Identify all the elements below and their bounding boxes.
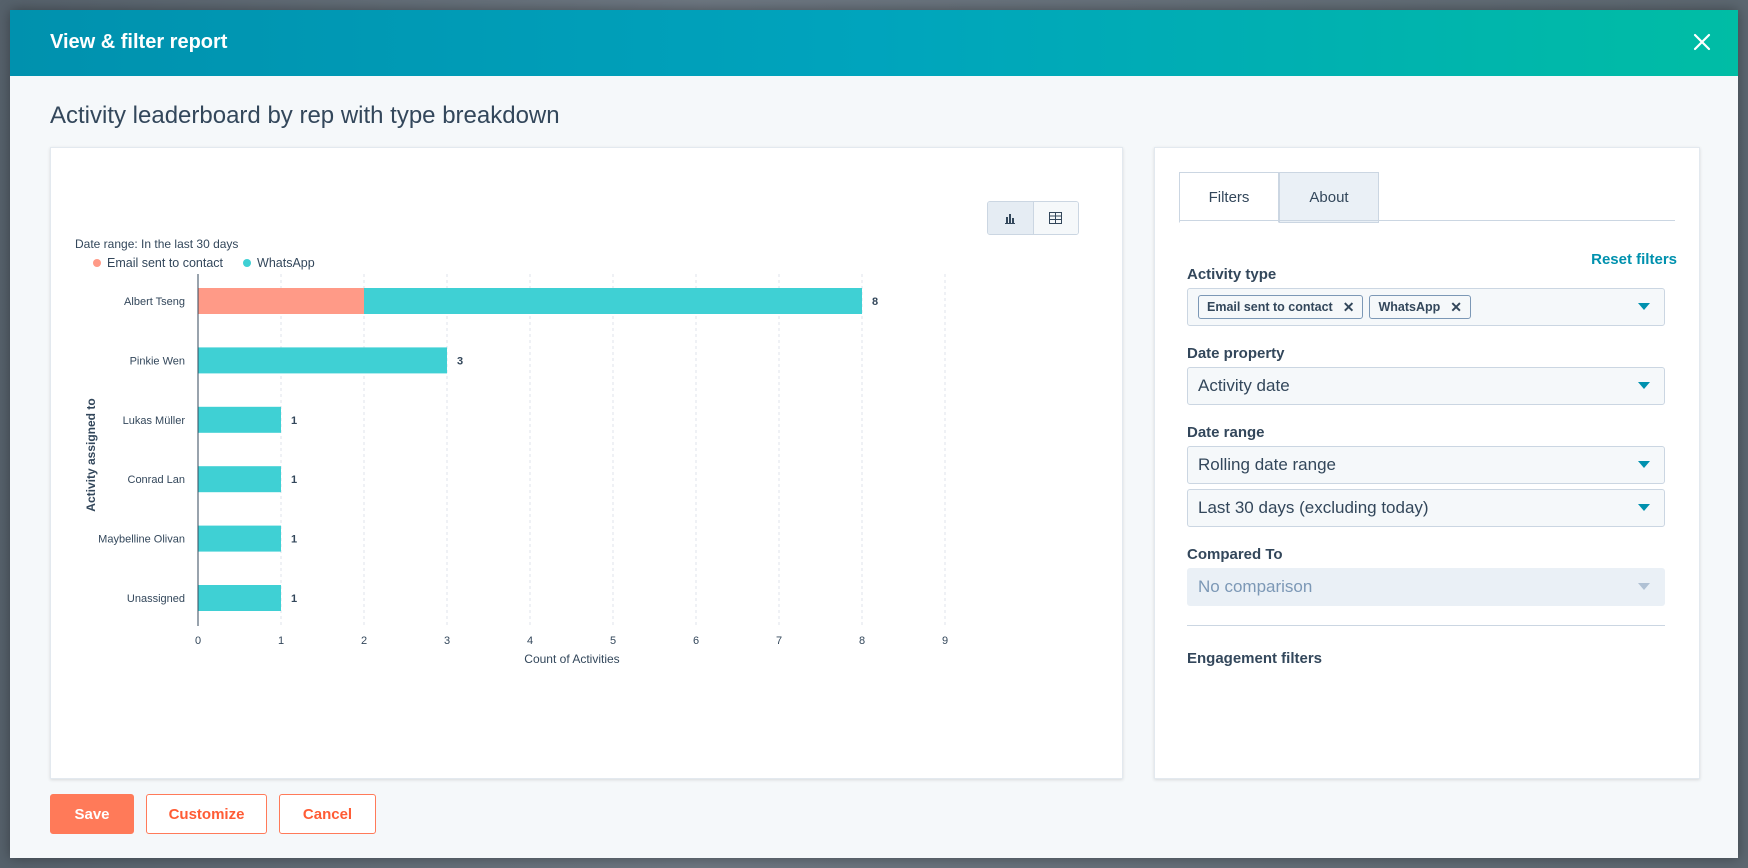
y-category-label: Lukas Müller xyxy=(123,415,186,427)
bar-segment xyxy=(198,406,281,433)
x-tick-label: 4 xyxy=(527,635,533,647)
remove-chip-icon[interactable]: ✕ xyxy=(1342,298,1355,315)
report-title: Activity leaderboard by rep with type br… xyxy=(50,102,560,129)
bar-chart: 0 1 2 3 4 5 6 7 8 9 Albert Tseng 8 Pinkie Wen 3 Lukas … xyxy=(84,274,948,666)
x-tick-label: 9 xyxy=(942,635,948,647)
bar-chart-icon xyxy=(1005,214,1016,224)
date-range-select[interactable]: Rolling date range xyxy=(1187,446,1665,484)
x-tick-label: 0 xyxy=(195,635,201,647)
customize-button[interactable]: Customize xyxy=(146,794,267,834)
x-tick-label: 5 xyxy=(610,635,616,647)
x-tick-label: 6 xyxy=(693,635,699,647)
chevron-down-icon xyxy=(1638,461,1650,468)
legend-label-whatsapp: WhatsApp xyxy=(257,256,315,270)
date-property-select[interactable]: Activity date xyxy=(1187,367,1665,405)
table-icon xyxy=(1049,212,1063,224)
chart-view-button[interactable] xyxy=(988,202,1034,234)
bar-segment xyxy=(198,466,281,493)
bar-segment xyxy=(198,288,364,314)
bar-total-label: 1 xyxy=(291,474,297,486)
chevron-down-icon xyxy=(1638,303,1650,310)
bar-total-label: 8 xyxy=(872,296,878,308)
tab-filters[interactable]: Filters xyxy=(1179,172,1279,223)
chevron-down-icon xyxy=(1638,382,1650,389)
y-category-label: Pinkie Wen xyxy=(130,355,185,367)
legend-item-email[interactable]: Email sent to contact xyxy=(93,256,223,270)
date-property-value: Activity date xyxy=(1198,376,1290,395)
rolling-range-value: Last 30 days (excluding today) xyxy=(1198,498,1429,517)
reset-filters-link[interactable]: Reset filters xyxy=(1591,251,1677,268)
report-modal: View & filter report Activity leaderboar… xyxy=(10,10,1738,858)
chip-label: WhatsApp xyxy=(1378,300,1441,314)
x-tick-label: 1 xyxy=(278,635,284,647)
y-axis-title: Activity assigned to xyxy=(84,398,98,511)
bar-segment xyxy=(198,347,447,374)
date-range-label: Date range xyxy=(1187,424,1265,441)
legend-label-email: Email sent to contact xyxy=(107,256,224,270)
bar-segment xyxy=(364,288,862,314)
bar-total-label: 1 xyxy=(291,534,297,546)
filter-tabs: Filters About xyxy=(1179,172,1379,223)
bar-segment xyxy=(198,525,281,552)
chart-card: Date range: In the last 30 days Email se… xyxy=(50,147,1123,779)
close-icon xyxy=(1693,33,1711,51)
chevron-down-icon xyxy=(1638,504,1650,511)
chart-date-range: Date range: In the last 30 days xyxy=(75,237,239,251)
chip-email-sent: Email sent to contact ✕ xyxy=(1198,295,1364,319)
date-range-value: Rolling date range xyxy=(1198,455,1336,474)
x-tick-label: 8 xyxy=(859,635,865,647)
activity-type-select[interactable]: Email sent to contact ✕ WhatsApp ✕ xyxy=(1187,288,1665,326)
filter-panel: Filters About Reset filters Activity typ… xyxy=(1154,147,1700,779)
x-axis-title: Count of Activities xyxy=(524,652,619,666)
legend-item-whatsapp[interactable]: WhatsApp xyxy=(243,256,315,270)
remove-chip-icon[interactable]: ✕ xyxy=(1450,298,1463,315)
y-category-label: Albert Tseng xyxy=(124,296,185,308)
bar-total-label: 1 xyxy=(291,593,297,605)
compared-to-value: No comparison xyxy=(1198,577,1313,596)
filter-divider xyxy=(1187,625,1665,626)
x-tick-label: 7 xyxy=(776,635,782,647)
bar-total-label: 3 xyxy=(457,355,463,367)
compared-to-select: No comparison xyxy=(1187,568,1665,606)
chip-label: Email sent to contact xyxy=(1207,300,1333,314)
y-category-label: Maybelline Olivan xyxy=(98,534,185,546)
tab-about[interactable]: About xyxy=(1279,172,1379,223)
close-button[interactable] xyxy=(1684,24,1720,60)
date-property-label: Date property xyxy=(1187,345,1285,362)
bar-segment xyxy=(198,585,281,611)
compared-to-label: Compared To xyxy=(1187,546,1283,563)
engagement-filters-label: Engagement filters xyxy=(1187,650,1323,667)
legend-dot-email xyxy=(93,259,101,267)
save-button[interactable]: Save xyxy=(50,794,134,834)
y-category-label: Conrad Lan xyxy=(128,474,186,486)
x-tick-label: 2 xyxy=(361,635,367,647)
modal-header: View & filter report xyxy=(10,10,1738,76)
chevron-down-icon xyxy=(1638,583,1650,590)
legend-dot-whatsapp xyxy=(243,259,252,267)
cancel-button[interactable]: Cancel xyxy=(279,794,376,834)
chip-whatsapp: WhatsApp ✕ xyxy=(1369,295,1472,319)
tab-divider xyxy=(1179,220,1675,221)
x-tick-label: 3 xyxy=(444,635,450,647)
bar-total-label: 1 xyxy=(291,415,297,427)
modal-title: View & filter report xyxy=(50,31,228,53)
activity-type-label: Activity type xyxy=(1187,266,1277,283)
rolling-range-select[interactable]: Last 30 days (excluding today) xyxy=(1187,489,1665,527)
y-category-label: Unassigned xyxy=(127,593,185,605)
chart-legend: Email sent to contact WhatsApp xyxy=(93,256,315,270)
view-toggle xyxy=(987,201,1079,235)
table-view-button[interactable] xyxy=(1033,202,1078,234)
